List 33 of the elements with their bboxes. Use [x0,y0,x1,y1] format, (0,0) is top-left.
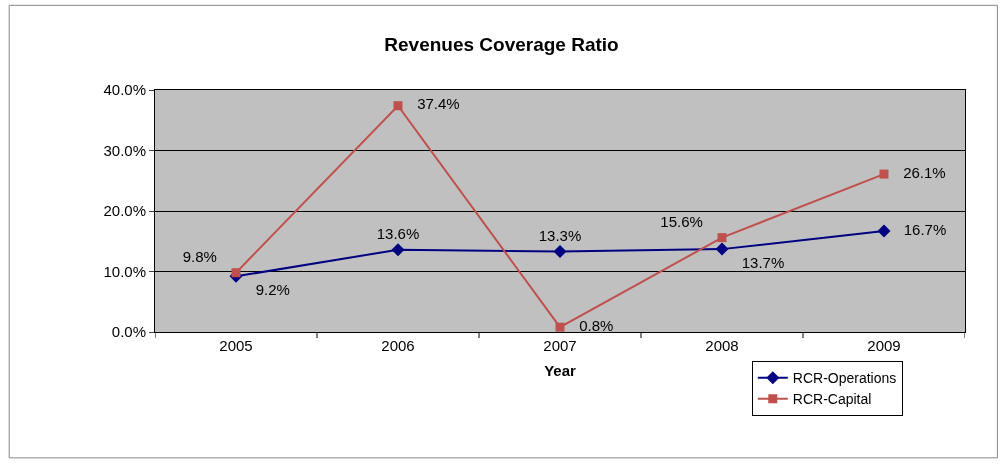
data-label: 13.6% [376,224,420,242]
point [231,268,241,278]
point [555,322,565,332]
data-label: 16.7% [891,220,947,238]
x-tick-label: 2009 [867,337,901,354]
chart-title: Revenues Coverage Ratio [384,34,619,56]
y-tick-label: 20.0% [103,202,146,220]
data-label: 13.7% [729,253,785,271]
point [879,169,889,179]
data-label: 15.6% [660,213,716,231]
data-label: 9.8% [182,248,230,266]
legend-label: RCR-Capital [792,391,872,408]
x-tick-label: 2006 [381,337,415,354]
point [717,233,727,243]
x-tick-label: 2007 [543,337,577,354]
x-axis-title: Year [544,362,577,379]
data-label: 0.8% [566,316,614,334]
legend-label: RCR-Operations [792,370,897,387]
x-tick-label: 2008 [705,337,739,354]
y-tick-label: 10.0% [103,262,146,280]
point [393,101,403,111]
point [715,242,729,256]
point [391,243,405,257]
data-label: 37.4% [404,95,460,113]
y-tick-label: 40.0% [103,81,146,99]
y-tick-label: 0.0% [111,323,146,341]
x-tick-label: 2005 [219,337,253,354]
data-label: 26.1% [890,163,946,181]
data-label: 9.2% [243,280,290,298]
point [553,245,567,259]
y-tick-label: 30.0% [103,141,146,159]
data-label: 13.3% [538,226,582,244]
point [877,224,891,238]
